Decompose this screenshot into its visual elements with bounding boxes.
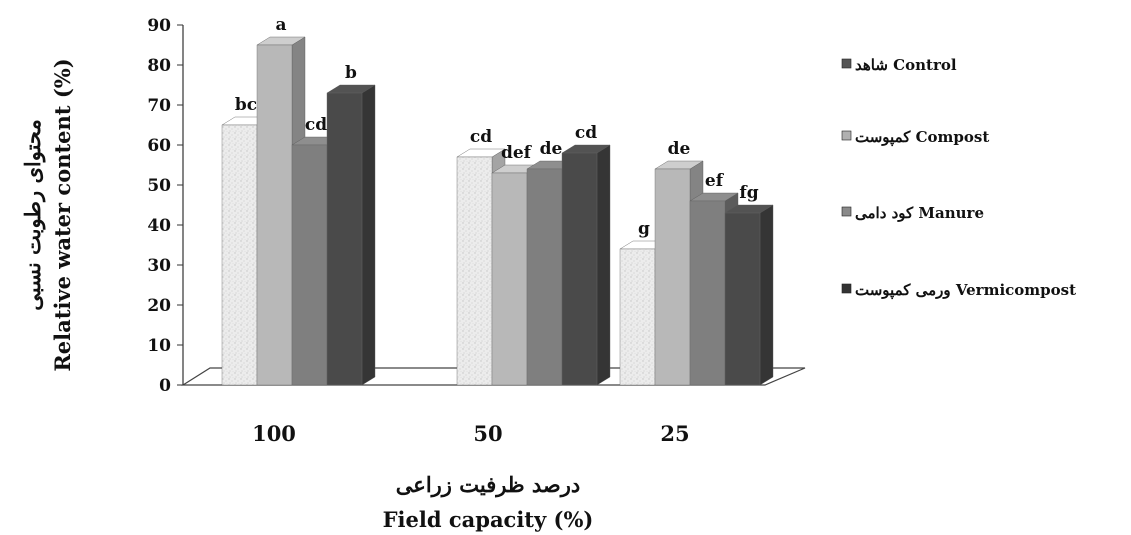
x-category-label: 50: [473, 421, 502, 446]
significance-label: cd: [305, 115, 327, 135]
significance-label: a: [275, 15, 286, 35]
significance-label: cd: [470, 127, 492, 147]
significance-label: ef: [705, 171, 725, 191]
bar: [724, 204, 774, 386]
y-tick-label: 70: [147, 96, 171, 116]
y-tick-label: 80: [147, 56, 171, 76]
x-axis-title-persian: درصد ظرفیت زراعی: [396, 472, 580, 498]
y-tick-label: 40: [147, 216, 171, 236]
legend-entry: کمپوست Compost: [855, 128, 989, 147]
legend-swatch: [841, 58, 852, 69]
significance-label: bc: [235, 95, 257, 115]
bars-group: [221, 36, 774, 386]
legend-swatch: [841, 283, 852, 294]
y-tick-label: 20: [147, 296, 171, 316]
y-tick-label: 50: [147, 176, 171, 196]
y-tick-label: 30: [147, 256, 171, 276]
y-tick-label: 0: [159, 376, 171, 396]
legend-swatch: [841, 206, 852, 217]
significance-label: fg: [739, 183, 758, 203]
y-axis-title-english: Relative water content (%): [50, 58, 75, 371]
bar: [561, 144, 611, 386]
y-tick-label: 10: [147, 336, 171, 356]
y-axis: 0 10 20 30 40 50 60 70 80 90: [147, 16, 184, 396]
legend-entry: ورمی کمپوست Vermicompost: [855, 281, 1076, 300]
y-tick-label: 90: [147, 16, 171, 36]
legend: شاهد Control کمپوست Compost کود دامی Manur…: [841, 56, 1076, 300]
x-axis-categories: 100 50 25: [252, 421, 690, 446]
significance-label: def: [501, 143, 533, 163]
y-tick-label: 60: [147, 136, 171, 156]
significance-label: cd: [575, 123, 597, 143]
legend-swatch: [841, 130, 852, 141]
legend-entry: کود دامی Manure: [855, 204, 984, 222]
x-axis-title-english: Field capacity (%): [383, 507, 594, 532]
significance-label: b: [345, 63, 357, 83]
x-category-label: 25: [660, 421, 689, 446]
significance-label: g: [638, 219, 650, 239]
legend-entry: شاهد Control: [855, 56, 957, 74]
bar: [326, 84, 376, 386]
x-category-label: 100: [252, 421, 296, 446]
significance-label: de: [668, 139, 691, 159]
axis-titles: محتوای رطوبت نسبی Relative water content…: [20, 58, 593, 532]
significance-label: de: [540, 139, 563, 159]
y-axis-title-persian: محتوای رطوبت نسبی: [20, 119, 46, 310]
